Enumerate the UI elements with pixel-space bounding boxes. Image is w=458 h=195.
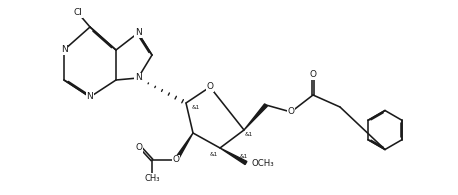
Text: N: N (135, 74, 142, 82)
Polygon shape (244, 104, 267, 130)
Text: O: O (310, 71, 316, 80)
Text: &1: &1 (192, 105, 200, 111)
Text: N: N (87, 92, 93, 102)
Text: O: O (288, 107, 294, 116)
Text: CH₃: CH₃ (144, 174, 160, 183)
Text: O: O (173, 155, 180, 165)
Text: Cl: Cl (74, 9, 82, 18)
Text: N: N (60, 45, 67, 54)
Text: OCH₃: OCH₃ (252, 159, 275, 168)
Text: &1: &1 (240, 154, 248, 160)
Polygon shape (220, 148, 247, 165)
Text: &1: &1 (210, 152, 218, 158)
Polygon shape (174, 133, 193, 161)
Text: O: O (136, 144, 142, 152)
Text: &1: &1 (245, 132, 253, 137)
Text: N: N (135, 28, 142, 37)
Text: O: O (207, 82, 213, 91)
